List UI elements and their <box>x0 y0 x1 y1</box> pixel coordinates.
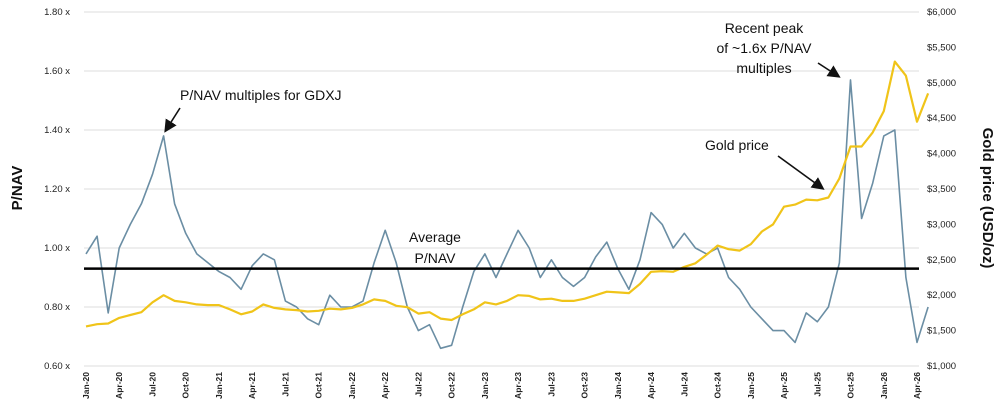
y-right-tick-label: $1,500 <box>927 326 956 337</box>
x-tick-label: Jul-23 <box>546 372 556 397</box>
x-tick-label: Jan-20 <box>81 372 91 399</box>
x-tick-label: Jan-23 <box>480 372 490 399</box>
y-right-tick-label: $4,500 <box>927 113 956 124</box>
gold-price-line <box>85 60 930 328</box>
annotation-average-line1: Average <box>409 229 461 245</box>
x-tick-label: Apr-21 <box>247 372 257 399</box>
y-right-tick-label: $5,500 <box>927 42 956 53</box>
x-tick-label: Oct-20 <box>181 372 191 399</box>
y-left-tick-label: 1.40 x <box>44 125 70 136</box>
left-axis-ticks: 1.80 x 1.60 x 1.40 x 1.20 x 1.00 x 0.80 x 0.60… <box>44 7 70 372</box>
annotation-gold-label: Gold price <box>705 137 769 153</box>
y-right-tick-label: $6,000 <box>927 7 956 18</box>
y-left-axis-title: P/NAV <box>9 166 26 211</box>
x-tick-label: Jan-24 <box>613 372 623 399</box>
annotation-peak-line2: of ~1.6x P/NAV <box>716 40 812 56</box>
x-tick-label: Jan-22 <box>347 372 357 399</box>
x-tick-label: Jul-20 <box>147 372 157 397</box>
x-tick-label: Apr-22 <box>380 372 390 399</box>
y-left-tick-label: 0.80 x <box>44 302 70 313</box>
series-lines <box>85 60 930 350</box>
annotation-gold-arrow <box>777 155 825 190</box>
annotation-average-line2: P/NAV <box>415 250 457 266</box>
x-tick-label: Jul-25 <box>812 372 822 397</box>
x-tick-label: Jul-21 <box>280 372 290 397</box>
y-left-tick-label: 1.00 x <box>44 243 70 254</box>
x-tick-label: Oct-24 <box>713 372 723 399</box>
y-right-tick-label: $4,000 <box>927 149 956 160</box>
annotation-gdxj-label: P/NAV multiples for GDXJ <box>180 87 342 103</box>
right-axis-ticks: $6,000 $5,500 $5,000 $4,500 $4,000 $3,500 $3,0… <box>927 7 956 372</box>
y-left-tick-label: 1.80 x <box>44 7 70 18</box>
x-tick-label: Oct-25 <box>846 372 856 399</box>
grid-lines <box>84 11 919 367</box>
annotation-peak-arrow <box>817 62 841 78</box>
y-right-tick-label: $1,000 <box>927 361 956 372</box>
y-right-tick-label: $2,500 <box>927 255 956 266</box>
pnav-line <box>85 79 929 350</box>
x-tick-label: Apr-24 <box>646 372 656 399</box>
y-right-tick-label: $3,500 <box>927 184 956 195</box>
annotation-peak-line3: multiples <box>736 60 791 76</box>
y-right-tick-label: $2,000 <box>927 290 956 301</box>
x-tick-label: Oct-22 <box>447 372 457 399</box>
y-right-tick-label: $3,000 <box>927 219 956 230</box>
x-tick-label: Apr-26 <box>912 372 922 399</box>
y-left-tick-label: 0.60 x <box>44 361 70 372</box>
y-left-tick-label: 1.20 x <box>44 184 70 195</box>
x-tick-label: Jan-26 <box>879 372 889 399</box>
x-tick-label: Oct-23 <box>580 372 590 399</box>
x-tick-label: Apr-20 <box>114 372 124 399</box>
annotation-peak-line1: Recent peak <box>725 20 805 36</box>
x-tick-label: Jul-22 <box>413 372 423 397</box>
x-tick-label: Jan-25 <box>746 372 756 399</box>
x-tick-label: Jan-21 <box>214 372 224 399</box>
x-tick-label: Oct-21 <box>314 372 324 399</box>
x-axis-ticks: Jan-20 Apr-20 Jul-20 Oct-20 Jan-21 Apr-21 Jul-… <box>81 372 922 399</box>
annotation-gdxj-arrow <box>164 107 181 133</box>
y-right-axis-title: Gold price (USD/oz) <box>979 128 996 269</box>
x-tick-label: Apr-23 <box>513 372 523 399</box>
x-tick-label: Apr-25 <box>779 372 789 399</box>
y-left-tick-label: 1.60 x <box>44 66 70 77</box>
y-right-tick-label: $5,000 <box>927 78 956 89</box>
x-tick-label: Jul-24 <box>679 372 689 397</box>
